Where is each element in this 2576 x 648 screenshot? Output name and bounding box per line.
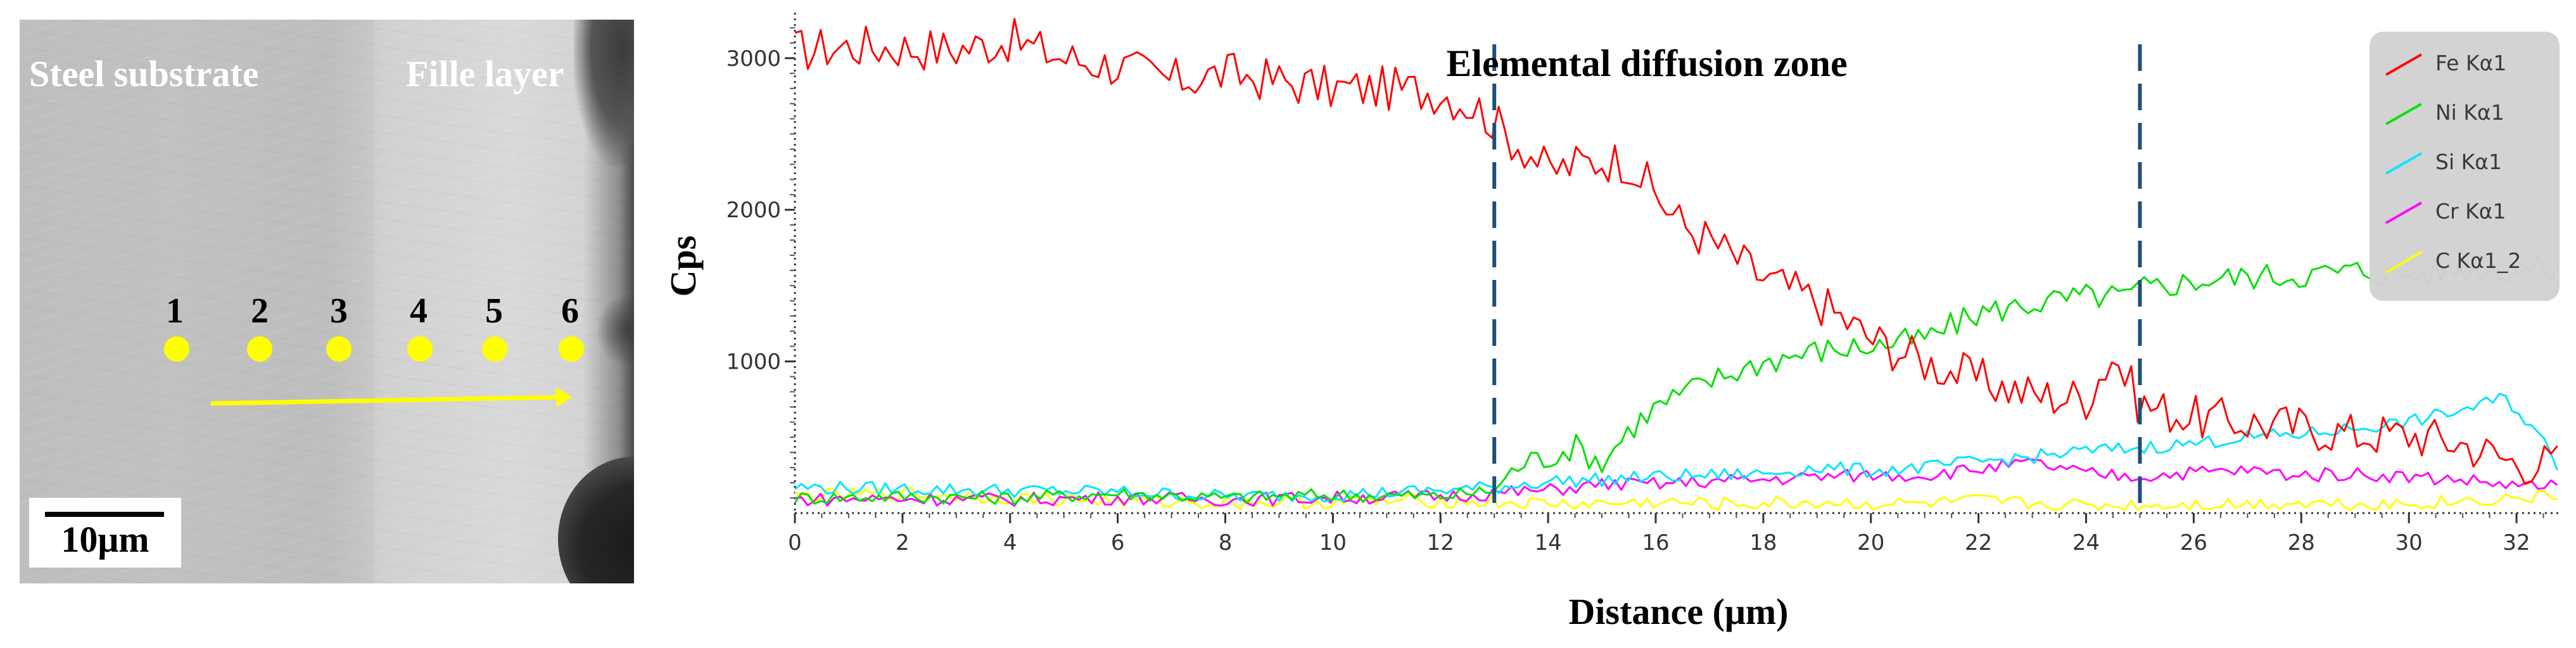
point-marker-1 bbox=[164, 336, 189, 362]
legend-swatch-fe bbox=[2385, 53, 2422, 76]
point-label-2: 2 bbox=[251, 291, 269, 331]
series-line-3 bbox=[794, 458, 2558, 507]
x-tick-label: 26 bbox=[2180, 530, 2207, 556]
steel-substrate-label: Steel substrate bbox=[29, 53, 259, 94]
x-tick-label: 8 bbox=[1219, 530, 1233, 556]
point-label-6: 6 bbox=[561, 291, 579, 331]
x-tick-label: 24 bbox=[2072, 530, 2100, 556]
legend-label-si: Si Kα1 bbox=[2435, 149, 2502, 174]
diffusion-zone-markers bbox=[1492, 44, 2142, 513]
steel-substrate-region bbox=[20, 20, 374, 583]
y-tick-label: 1000 bbox=[726, 350, 781, 375]
x-axis-label: Distance (μm) bbox=[1569, 591, 1789, 632]
x-tick-label: 32 bbox=[2503, 530, 2530, 556]
point-label-3: 3 bbox=[330, 291, 348, 331]
x-tick-label: 28 bbox=[2288, 530, 2315, 556]
chart-title: Elemental diffusion zone bbox=[1446, 42, 1847, 84]
y-axis-label: Cps bbox=[663, 236, 704, 297]
x-tick-label: 12 bbox=[1427, 530, 1454, 556]
point-marker-2 bbox=[247, 336, 272, 362]
scale-bar-line bbox=[45, 512, 164, 517]
x-tick-label: 20 bbox=[1857, 530, 1884, 556]
x-tick-label: 4 bbox=[1003, 530, 1017, 556]
legend-swatch-ni bbox=[2385, 103, 2422, 125]
legend-label-fe: Fe Kα1 bbox=[2435, 51, 2507, 75]
filler-edge-dark-mid bbox=[596, 292, 634, 368]
legend-label-c: C Kα1_2 bbox=[2435, 248, 2522, 273]
scale-bar: 10μm bbox=[29, 498, 181, 568]
x-tick-label: 10 bbox=[1319, 530, 1347, 556]
y-tick-label: 3000 bbox=[726, 46, 781, 72]
filler-edge-dark-top bbox=[574, 20, 634, 165]
filler-layer-label: Fille layer bbox=[406, 53, 564, 94]
legend-label-cr: Cr Kα1 bbox=[2435, 199, 2506, 224]
series-line-2 bbox=[794, 393, 2558, 503]
point-label-5: 5 bbox=[485, 291, 503, 331]
sem-micrograph: Steel substrate Fille layer 1 2 3 4 5 6 … bbox=[20, 20, 634, 583]
point-label-1: 1 bbox=[166, 291, 184, 331]
legend-swatch-cr bbox=[2385, 201, 2422, 224]
x-tick-label: 16 bbox=[1642, 530, 1669, 556]
legend-swatch-si bbox=[2385, 152, 2422, 175]
y-tick-label: 2000 bbox=[726, 198, 781, 223]
chart-series bbox=[794, 18, 2558, 511]
point-label-4: 4 bbox=[410, 291, 428, 331]
chart-legend: Fe Kα1 Ni Kα1 Si Kα1 Cr Kα1 C Kα1_2 bbox=[2370, 32, 2560, 301]
scale-bar-label: 10μm bbox=[61, 519, 149, 560]
series-line-0 bbox=[794, 18, 2558, 485]
chart-text: Elemental diffusion zone Distance (μm) Cps bbox=[663, 42, 1848, 632]
x-tick-label: 14 bbox=[1535, 530, 1562, 556]
legend-swatch-c bbox=[2385, 251, 2422, 274]
x-tick-label: 0 bbox=[788, 530, 802, 556]
x-tick-label: 18 bbox=[1749, 530, 1777, 556]
series-line-1 bbox=[794, 254, 2558, 505]
x-tick-label: 6 bbox=[1111, 530, 1125, 556]
chart-axes: 0 2 4 6 8 10 12 14 16 18 20 22 24 26 28 30 3210002000300… bbox=[726, 13, 2560, 556]
point-marker-3 bbox=[326, 336, 352, 362]
x-tick-label: 2 bbox=[896, 530, 910, 556]
x-tick-label: 30 bbox=[2395, 530, 2423, 556]
point-marker-6 bbox=[559, 336, 584, 362]
legend-label-ni: Ni Kα1 bbox=[2435, 100, 2504, 125]
point-marker-4 bbox=[407, 336, 433, 362]
micrograph-texture bbox=[20, 20, 634, 583]
x-tick-label: 22 bbox=[1965, 530, 1992, 556]
point-marker-5 bbox=[482, 336, 507, 362]
